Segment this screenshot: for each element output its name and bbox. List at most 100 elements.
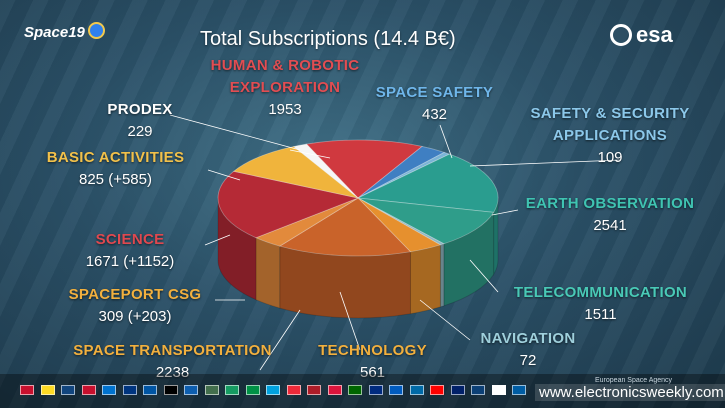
flag-icon xyxy=(184,385,198,395)
flag-icon xyxy=(430,385,444,395)
flag-icon xyxy=(40,385,55,395)
pie-slice-telecommunication xyxy=(357,197,495,245)
flag-icon xyxy=(491,385,506,395)
label-telecommunication: TELECOMMUNICATION 1511 xyxy=(498,282,703,326)
label-human-robotic-value: 1953 xyxy=(268,101,302,118)
flag-icon xyxy=(266,385,280,395)
label-human-robotic-line2: EXPLORATION xyxy=(229,79,341,96)
label-navigation: NAVIGATION 72 xyxy=(468,328,588,372)
esa-emblem-icon xyxy=(610,24,632,46)
flag-icon xyxy=(368,385,383,395)
label-science: SCIENCE 1671 (+1152) xyxy=(60,229,200,273)
flag-icon xyxy=(307,385,321,395)
pie-side-8 xyxy=(255,236,281,309)
label-safety-security-line1: SAFETY & SECURITY xyxy=(530,105,690,122)
pie-side-6 xyxy=(409,244,441,315)
pie-slice-spaceport xyxy=(254,197,359,247)
label-space-transportation-name: SPACE TRANSPORTATION xyxy=(73,342,272,359)
esa-logo: esa xyxy=(610,22,673,48)
flag-icon xyxy=(245,385,260,395)
copyright-text: European Space Agency xyxy=(595,377,673,384)
flag-icon xyxy=(450,385,465,395)
label-basic-activities: BASIC ACTIVITIES 825 (+585) xyxy=(18,147,213,191)
leader-line-1 xyxy=(439,124,453,159)
flag-icon xyxy=(286,385,301,395)
footer-strip xyxy=(0,374,725,408)
pie-slice-safety_security xyxy=(357,151,451,199)
flag-icon xyxy=(225,385,239,395)
leader-line-3 xyxy=(491,209,519,216)
leader-line-11 xyxy=(169,114,301,151)
esa-label: esa xyxy=(636,22,673,47)
label-navigation-value: 72 xyxy=(519,352,537,369)
label-human-robotic-line1: HUMAN & ROBOTIC xyxy=(210,57,360,74)
label-earth-observation: EARTH OBSERVATION 2541 xyxy=(510,193,710,237)
label-prodex: PRODEX 229 xyxy=(95,99,185,143)
label-space-transportation-value: 2238 xyxy=(155,364,190,381)
label-human-robotic: HUMAN & ROBOTIC EXPLORATION 1953 xyxy=(200,55,370,121)
leader-line-0 xyxy=(289,149,331,159)
space19-emblem-icon xyxy=(87,22,105,39)
label-telecommunication-value: 1511 xyxy=(584,306,617,323)
leader-line-7 xyxy=(259,309,301,371)
pie-slice-prodex xyxy=(292,143,359,199)
flag-icon xyxy=(348,385,362,395)
leader-line-10 xyxy=(207,169,241,181)
label-prodex-name: PRODEX xyxy=(107,101,173,118)
pie-slice-technology xyxy=(357,197,442,253)
flag-icon xyxy=(81,385,96,395)
pie-slice-earth_observation xyxy=(356,153,499,213)
flag-icon xyxy=(204,385,219,395)
label-safety-security: SAFETY & SECURITY APPLICATIONS 109 xyxy=(520,103,700,169)
label-space-safety-name: SPACE SAFETY xyxy=(375,84,494,101)
pie-slice-basic xyxy=(232,146,359,199)
leader-line-5 xyxy=(419,299,471,341)
label-safety-security-line2: APPLICATIONS xyxy=(552,127,668,144)
label-basic-activities-name: BASIC ACTIVITIES xyxy=(46,149,185,166)
leader-lines xyxy=(169,114,621,371)
chart-title: Total Subscriptions (14.4 B€) xyxy=(200,28,456,50)
pie-slice-science xyxy=(217,170,360,239)
label-technology-name: TECHNOLOGY xyxy=(318,342,427,359)
label-earth-observation-value: 2541 xyxy=(593,217,627,234)
label-space-transportation: SPACE TRANSPORTATION 2238 xyxy=(50,340,295,384)
pie-side-walls xyxy=(217,197,499,319)
leader-line-2 xyxy=(469,159,621,167)
flag-icon xyxy=(409,385,424,395)
leader-line-4 xyxy=(469,259,499,293)
flag-icon xyxy=(512,385,526,395)
pie-top-faces xyxy=(217,139,499,257)
flag-icon xyxy=(122,385,137,395)
label-science-value: 1671 (+1152) xyxy=(85,253,175,270)
watermark: www.electronicsweekly.com xyxy=(535,384,725,401)
flag-icon xyxy=(327,385,342,395)
flag-icon xyxy=(163,385,178,395)
label-spaceport-csg: SPACEPORT CSG 309 (+203) xyxy=(55,284,215,328)
label-technology: TECHNOLOGY 561 xyxy=(300,340,445,384)
label-spaceport-csg-value: 309 (+203) xyxy=(98,308,172,325)
flag-icon xyxy=(471,385,485,395)
flag-icon xyxy=(102,385,116,395)
space19-logo: Space19 xyxy=(24,22,105,41)
pie-slice-navigation xyxy=(357,197,445,246)
pie-slice-space_transportation xyxy=(278,197,412,257)
label-spaceport-csg-name: SPACEPORT CSG xyxy=(68,286,202,303)
label-navigation-name: NAVIGATION xyxy=(480,330,576,347)
space19-label: Space19 xyxy=(24,24,85,41)
label-science-name: SCIENCE xyxy=(95,231,165,248)
label-technology-value: 561 xyxy=(359,364,386,381)
label-basic-activities-value: 825 (+585) xyxy=(79,171,152,188)
label-space-safety: SPACE SAFETY 432 xyxy=(362,82,507,126)
label-safety-security-value: 109 xyxy=(597,149,623,166)
flag-icon xyxy=(61,385,75,395)
label-earth-observation-name: EARTH OBSERVATION xyxy=(525,195,695,212)
flag-icon xyxy=(143,385,157,395)
flag-icon xyxy=(389,385,403,395)
flag-icon xyxy=(20,385,34,395)
leader-line-9 xyxy=(204,234,231,246)
label-space-safety-value: 432 xyxy=(421,106,448,123)
pie-side-5 xyxy=(439,243,445,308)
pie-slice-human_robotic xyxy=(305,139,424,199)
